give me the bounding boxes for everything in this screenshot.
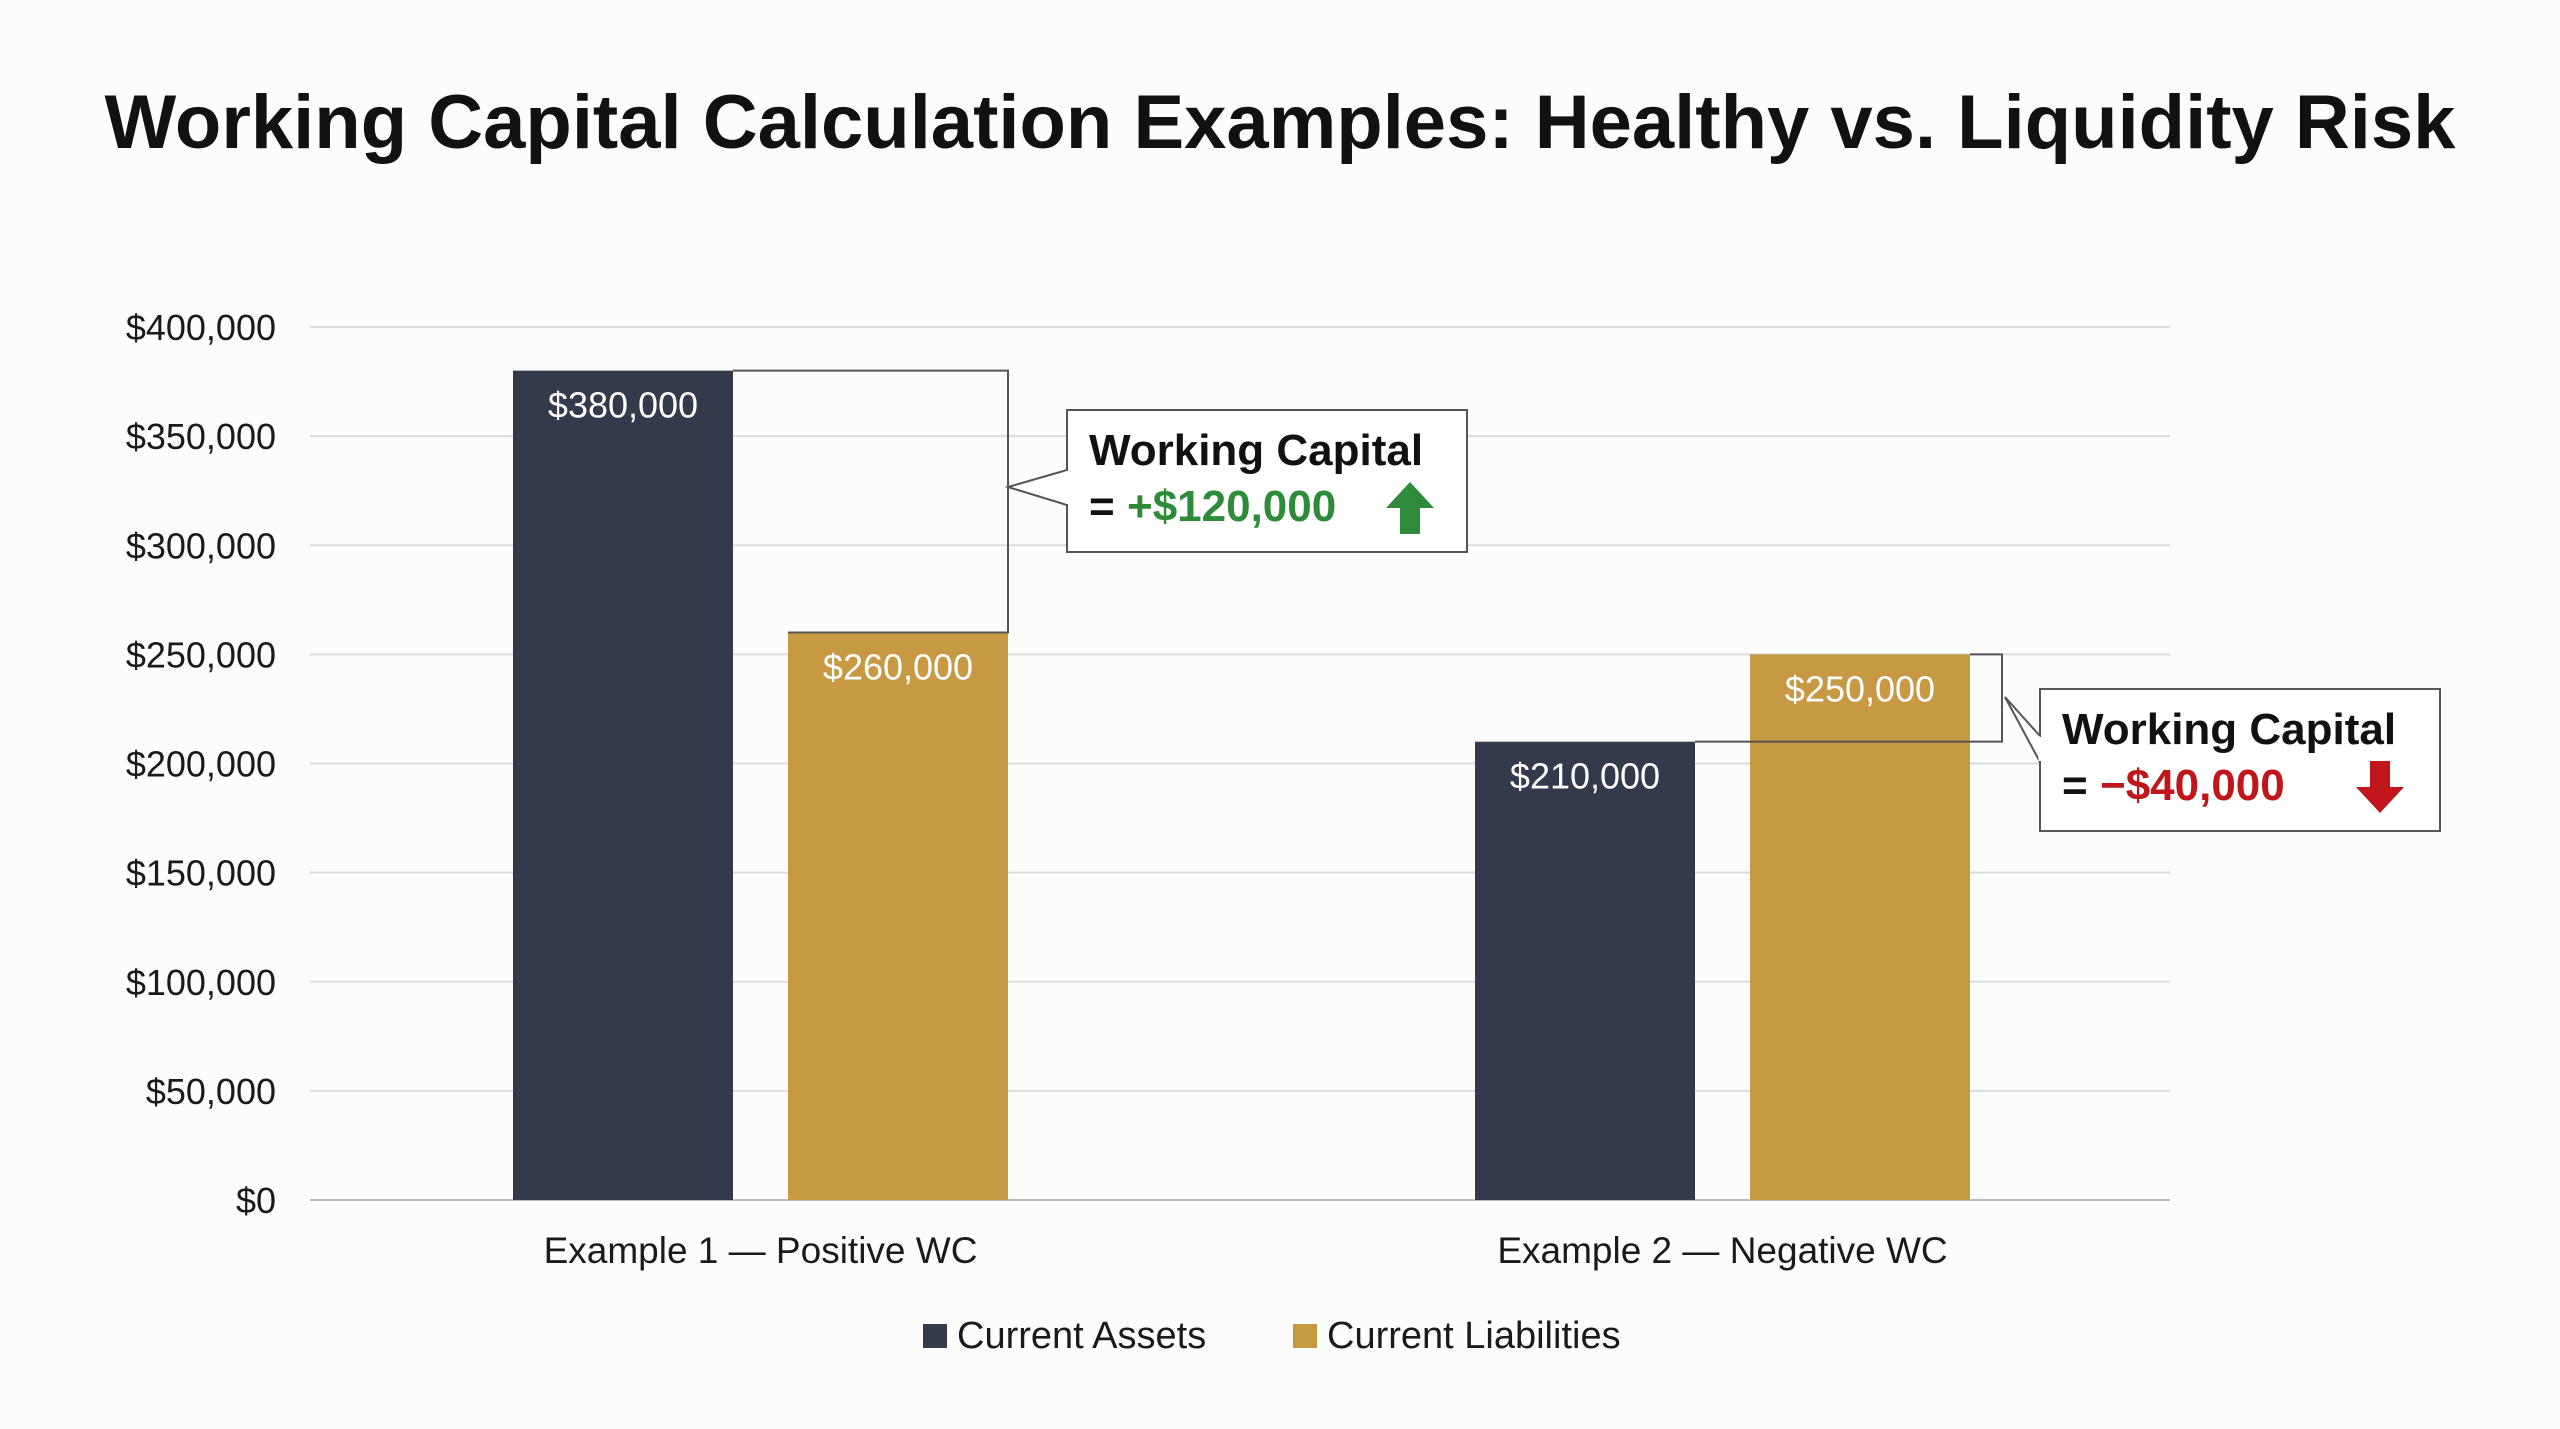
bracket-connector-example-2 [1695, 653, 2003, 743]
legend-swatch [1293, 1324, 1317, 1348]
bars: $380,000 $210,000 $260,000 $250,000 [513, 370, 1970, 1200]
legend-label: Current Liabilities [1327, 1315, 1621, 1357]
legend-label: Current Assets [957, 1315, 1206, 1357]
bar-current-assets [513, 370, 733, 1200]
category-label: Example 1 — Positive WC [544, 1230, 978, 1271]
y-tick-label: $200,000 [126, 744, 276, 785]
callout-value: +$120,000 [1127, 482, 1336, 531]
y-tick-label: $150,000 [126, 853, 276, 894]
legend: Current Assets Current Liabilities [923, 1315, 1621, 1357]
y-tick-label: $50,000 [146, 1071, 276, 1112]
y-tick-label: $0 [236, 1180, 276, 1221]
bar-value-label: $260,000 [823, 647, 973, 688]
bar-current-assets [1475, 741, 1695, 1200]
category-label: Example 2 — Negative WC [1497, 1230, 1947, 1271]
bar-current-liabilities [1750, 654, 1970, 1200]
bar-value-label: $210,000 [1510, 756, 1660, 797]
bar-value-label: $250,000 [1785, 668, 1935, 709]
callout-equals: = [1089, 482, 1115, 531]
callout-pointer [2004, 696, 2041, 763]
bar-current-liabilities [788, 632, 1008, 1200]
bar-value-label: $380,000 [548, 385, 698, 426]
callout-pointer [1004, 469, 1068, 506]
callout-title: Working Capital [2062, 705, 2396, 754]
arrow-down-icon [2356, 761, 2404, 813]
y-tick-label: $250,000 [126, 634, 276, 675]
arrow-up-icon [1386, 482, 1434, 534]
y-tick-label: $350,000 [126, 416, 276, 457]
callout-box [2039, 688, 2441, 832]
y-tick-label: $100,000 [126, 962, 276, 1003]
callout-title: Working Capital [1089, 426, 1423, 475]
chart-title: Working Capital Calculation Examples: He… [105, 80, 2457, 165]
y-axis: $0 $50,000 $100,000 $150,000 $200,000 $250,00… [126, 307, 276, 1221]
callout-value: −$40,000 [2100, 761, 2285, 810]
y-tick-label: $400,000 [126, 307, 276, 348]
bracket-connector-example-1 [733, 369, 1009, 634]
x-axis: Example 1 — Positive WC Example 2 — Negat… [544, 1230, 1948, 1271]
callout-equals: = [2062, 761, 2088, 810]
legend-swatch [923, 1324, 947, 1348]
y-tick-label: $300,000 [126, 525, 276, 566]
